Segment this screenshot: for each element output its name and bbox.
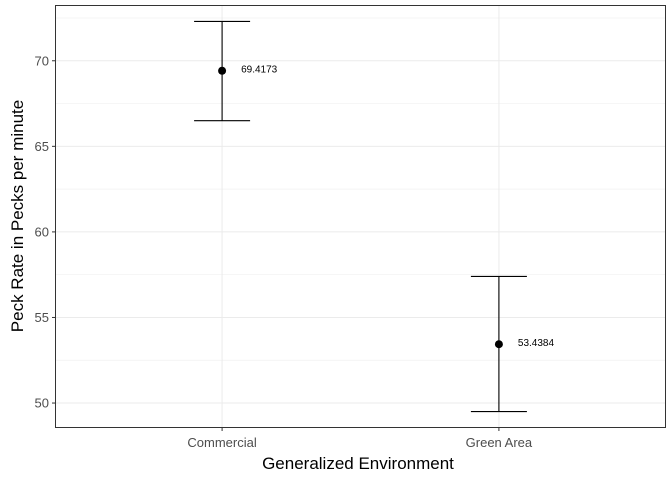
y-axis: 50 55 60 65 70 [35, 53, 56, 411]
x-axis: Commercial Green Area [187, 427, 533, 450]
y-tick-label: 70 [35, 53, 49, 68]
y-tick-label: 65 [35, 139, 49, 154]
data-marks: 69.4173 53.4384 [194, 20, 555, 413]
mean-point [494, 340, 503, 349]
y-tick-label: 55 [35, 310, 49, 325]
panel-border [55, 5, 666, 428]
data-label: 69.4173 [241, 65, 278, 76]
x-tick-label: Green Area [466, 435, 533, 450]
mean-point [218, 66, 227, 75]
y-tick-label: 60 [35, 224, 49, 239]
x-tick-label: Commercial [187, 435, 256, 450]
data-label: 53.4384 [518, 338, 555, 349]
y-tick-label: 50 [35, 396, 49, 411]
x-axis-title: Generalized Environment [262, 454, 454, 473]
y-axis-title: Peck Rate in Pecks per minute [8, 100, 27, 332]
